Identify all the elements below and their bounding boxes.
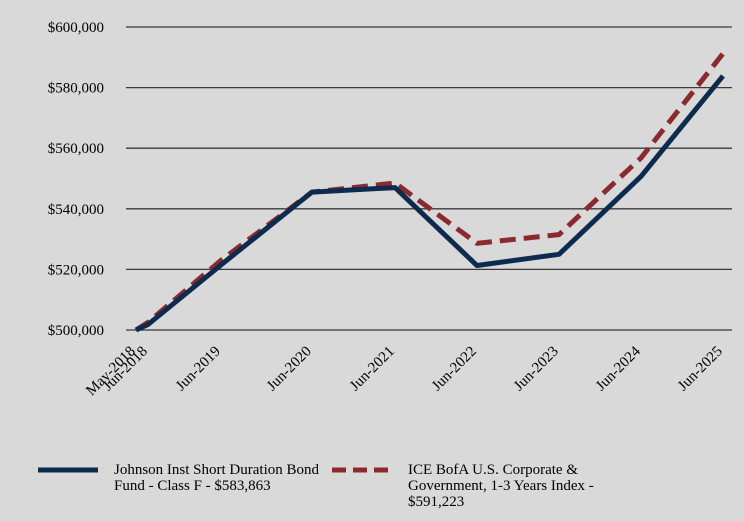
x-tick-label: Jun-2022 bbox=[429, 344, 480, 395]
x-tick-label: Jun-2024 bbox=[593, 343, 644, 394]
legend-swatch-fund bbox=[38, 467, 98, 473]
x-tick-label: Jun-2019 bbox=[173, 344, 224, 395]
y-tick-label: $540,000 bbox=[48, 202, 104, 218]
legend-swatch-index bbox=[332, 467, 394, 473]
y-tick-label: $580,000 bbox=[48, 81, 104, 97]
legend-label-fund: Johnson Inst Short Duration Bond Fund - … bbox=[114, 462, 320, 494]
y-tick-label: $600,000 bbox=[48, 20, 104, 36]
y-tick-label: $500,000 bbox=[48, 323, 104, 339]
y-tick-label: $560,000 bbox=[48, 141, 104, 157]
legend-item-fund: Johnson Inst Short Duration Bond Fund - … bbox=[38, 462, 329, 514]
x-tick-label: Jun-2025 bbox=[675, 344, 726, 395]
series-line-fund bbox=[134, 74, 725, 333]
series-line-index bbox=[134, 52, 725, 333]
legend-label-index: ICE BofA U.S. Corporate & Government, 1-… bbox=[408, 462, 594, 510]
y-tick-label: $520,000 bbox=[48, 262, 104, 278]
legend-item-index: ICE BofA U.S. Corporate & Government, 1-… bbox=[332, 462, 623, 514]
x-tick-label: Jun-2021 bbox=[347, 344, 398, 395]
x-tick-label: Jun-2023 bbox=[511, 344, 562, 395]
x-tick-label: Jun-2020 bbox=[264, 344, 315, 395]
